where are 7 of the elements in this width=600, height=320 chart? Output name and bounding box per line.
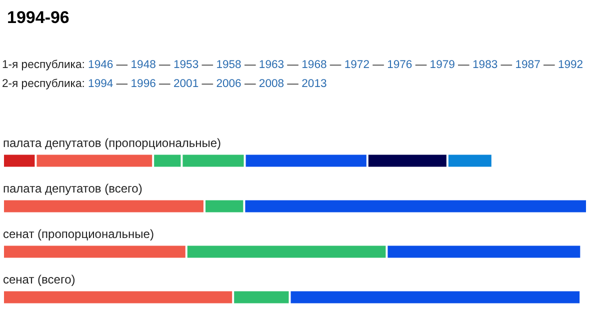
- y-tick-label: сенат (всего): [3, 272, 76, 286]
- y-tick-label: палата депутатов (всего): [3, 181, 142, 196]
- chart-title: 1994-96: [7, 8, 70, 27]
- text: 2-я республика: 1994 — 1996 — 2001 — 2006 — 2008 — 2013: [2, 78, 327, 90]
- text: 1-я республика: 1946 — 1948 — 1953 — 1958 — 1963 — 1968 — 1972 — 1976 — 1979 — 1983 — 1987 — 1992: [2, 59, 584, 71]
- y-tick-label: палата депутатов (пропорциональные): [3, 136, 222, 150]
- y-tick-label: сенат (пропорциональные): [3, 226, 154, 241]
